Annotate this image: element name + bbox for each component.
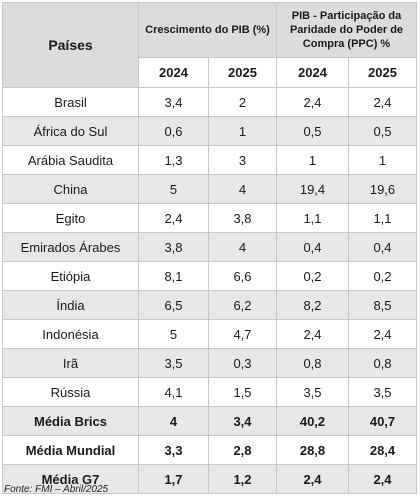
country-cell: Média Mundial (2, 435, 139, 465)
value-cell: 0,4 (276, 232, 349, 262)
value-cell: 3,8 (208, 203, 277, 233)
country-cell: China (2, 174, 139, 204)
value-cell: 2,8 (208, 435, 277, 465)
table-row: China 5 4 19,4 19,6 (2, 174, 417, 204)
value-cell: 6,5 (138, 290, 209, 320)
value-cell: 8,5 (348, 290, 417, 320)
country-cell: África do Sul (2, 116, 139, 146)
table-row: Média G7 1,7 1,2 2,4 2,4 (2, 464, 417, 494)
value-cell: 0,3 (208, 348, 277, 378)
header-country: Países (2, 2, 139, 88)
value-cell: 4 (138, 406, 209, 436)
header-year: 2025 (348, 57, 417, 88)
table-row: África do Sul 0,6 1 0,5 0,5 (2, 116, 417, 146)
value-cell: 0,6 (138, 116, 209, 146)
value-cell: 4 (208, 232, 277, 262)
value-cell: 5 (138, 174, 209, 204)
value-cell: 2,4 (348, 319, 417, 349)
country-cell: Média G7 (2, 464, 139, 494)
value-cell: 2,4 (138, 203, 209, 233)
value-cell: 0,8 (348, 348, 417, 378)
value-cell: 4,7 (208, 319, 277, 349)
country-cell: Indonésia (2, 319, 139, 349)
value-cell: 0,5 (276, 116, 349, 146)
value-cell: 3,4 (138, 87, 209, 117)
value-cell: 0,2 (276, 261, 349, 291)
value-cell: 8,1 (138, 261, 209, 291)
country-cell: Etiópia (2, 261, 139, 291)
value-cell: 2,4 (276, 464, 349, 494)
header-growth: Crescimento do PIB (%) (138, 2, 277, 58)
country-cell: Índia (2, 290, 139, 320)
country-cell: Emirados Árabes (2, 232, 139, 262)
value-cell: 2,4 (348, 87, 417, 117)
table-row: Índia 6,5 6,2 8,2 8,5 (2, 290, 417, 320)
header-row: Países Crescimento do PIB (%) PIB - Part… (2, 2, 417, 88)
value-cell: 3,3 (138, 435, 209, 465)
country-cell: Egito (2, 203, 139, 233)
value-cell: 1,5 (208, 377, 277, 407)
value-cell: 8,2 (276, 290, 349, 320)
country-cell: Brasil (2, 87, 139, 117)
table-row: Indonésia 5 4,7 2,4 2,4 (2, 319, 417, 349)
header-year: 2024 (138, 57, 209, 88)
table-row: Emirados Árabes 3,8 4 0,4 0,4 (2, 232, 417, 262)
value-cell: 1,3 (138, 145, 209, 175)
value-cell: 3 (208, 145, 277, 175)
value-cell: 2,4 (276, 87, 349, 117)
value-cell: 40,7 (348, 406, 417, 436)
value-cell: 28,4 (348, 435, 417, 465)
value-cell: 2,4 (348, 464, 417, 494)
value-cell: 1 (208, 116, 277, 146)
country-cell: Irã (2, 348, 139, 378)
value-cell: 0,8 (276, 348, 349, 378)
value-cell: 19,6 (348, 174, 417, 204)
data-table: Países Crescimento do PIB (%) PIB - Part… (2, 2, 417, 494)
table-row: Média Brics 4 3,4 40,2 40,7 (2, 406, 417, 436)
year-header-row: 2024 2025 2024 2025 (3, 57, 417, 88)
country-cell: Média Brics (2, 406, 139, 436)
value-cell: 2,4 (276, 319, 349, 349)
value-cell: 28,8 (276, 435, 349, 465)
value-cell: 1 (276, 145, 349, 175)
header-share: PIB - Participação da Paridade do Poder … (276, 2, 417, 58)
country-cell: Rússia (2, 377, 139, 407)
value-cell: 1,7 (138, 464, 209, 494)
value-cell: 19,4 (276, 174, 349, 204)
value-cell: 3,5 (348, 377, 417, 407)
table-row: Média Mundial 3,3 2,8 28,8 28,4 (2, 435, 417, 465)
value-cell: 2 (208, 87, 277, 117)
value-cell: 0,5 (348, 116, 417, 146)
value-cell: 6,6 (208, 261, 277, 291)
value-cell: 6,2 (208, 290, 277, 320)
header-year: 2024 (276, 57, 349, 88)
table-row: Arábia Saudita 1,3 3 1 1 (2, 145, 417, 175)
value-cell: 1,2 (208, 464, 277, 494)
value-cell: 1,1 (276, 203, 349, 233)
value-cell: 3,5 (138, 348, 209, 378)
value-cell: 3,5 (276, 377, 349, 407)
table-row: Etiópia 8,1 6,6 0,2 0,2 (2, 261, 417, 291)
value-cell: 0,2 (348, 261, 417, 291)
value-cell: 1 (348, 145, 417, 175)
country-cell: Arábia Saudita (2, 145, 139, 175)
source-note: Fonte: FMI – Abril/2025 (4, 484, 109, 495)
value-cell: 0,4 (348, 232, 417, 262)
header-year: 2025 (208, 57, 277, 88)
value-cell: 5 (138, 319, 209, 349)
table-row: Brasil 3,4 2 2,4 2,4 (2, 87, 417, 117)
value-cell: 4,1 (138, 377, 209, 407)
table-row: Irã 3,5 0,3 0,8 0,8 (2, 348, 417, 378)
value-cell: 1,1 (348, 203, 417, 233)
table-row: Rússia 4,1 1,5 3,5 3,5 (2, 377, 417, 407)
value-cell: 3,4 (208, 406, 277, 436)
value-cell: 3,8 (138, 232, 209, 262)
value-cell: 4 (208, 174, 277, 204)
value-cell: 40,2 (276, 406, 349, 436)
table-row: Egito 2,4 3,8 1,1 1,1 (2, 203, 417, 233)
